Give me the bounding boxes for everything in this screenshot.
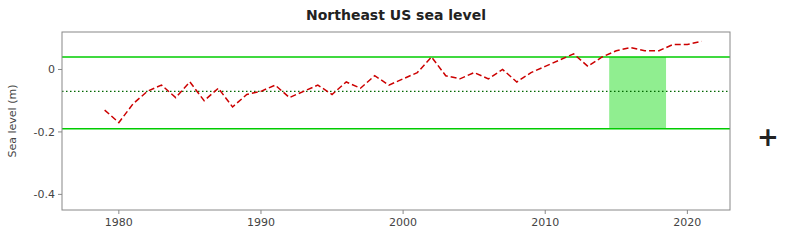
shaded-region <box>609 57 666 129</box>
data-line <box>105 41 702 122</box>
chart: Northeast US sea level Sea level (m) 1980 1… <box>0 0 800 240</box>
x-tick-label: 2020 <box>673 216 701 229</box>
reference-line <box>62 56 730 58</box>
reference-line <box>62 91 730 92</box>
x-tick <box>545 210 546 214</box>
title: Northeast US sea level <box>306 7 486 23</box>
y-tick-label: -0.4 <box>34 188 55 201</box>
y-tick-label: -0.2 <box>34 126 55 139</box>
reference-line <box>62 128 730 130</box>
plot-area <box>62 41 730 128</box>
annotation: + <box>757 122 779 152</box>
x-tick <box>403 210 404 214</box>
x-tick-label: 2000 <box>389 216 417 229</box>
y-tick <box>58 131 62 132</box>
x-tick-label: 1980 <box>105 216 133 229</box>
x-tick <box>118 210 119 214</box>
y-axis-label: Sea level (m) <box>6 85 19 158</box>
y-tick <box>58 194 62 195</box>
x-tick <box>260 210 261 214</box>
x-tick-label: 2010 <box>531 216 559 229</box>
y-tick <box>58 69 62 70</box>
y-tick-label: 0 <box>48 63 55 76</box>
plot-frame <box>62 32 730 210</box>
x-tick-label: 1990 <box>247 216 275 229</box>
x-tick <box>687 210 688 214</box>
